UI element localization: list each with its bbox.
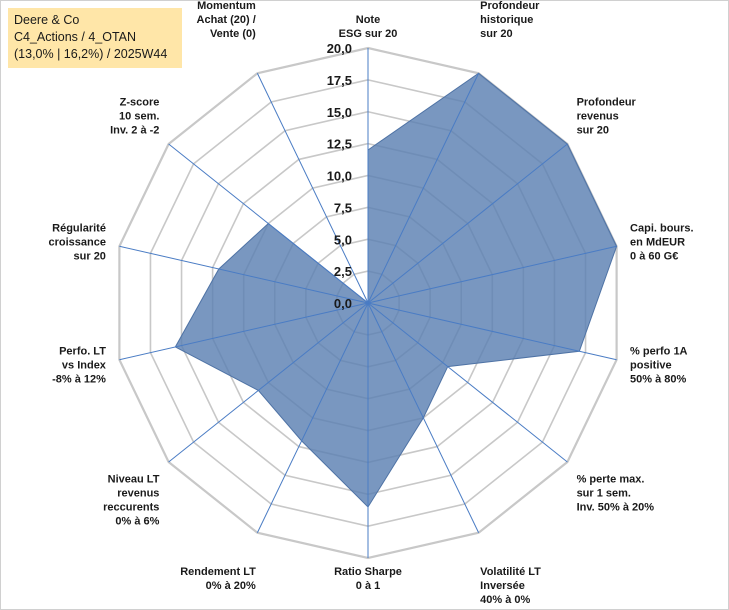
axis-spoke	[256, 302, 369, 533]
axis-label-line: % perte max.	[577, 474, 645, 486]
axis-label-line: revenus	[577, 110, 619, 122]
axis-label-line: Perfo. LT	[59, 346, 106, 358]
axis-label: Volatilité LT Inversée 40% à 0%	[480, 566, 541, 606]
axis-label-line: reccurents	[103, 502, 159, 514]
axis-spoke	[367, 73, 480, 304]
axis-label: Z-score 10 sem. Inv. 2 à -2	[110, 96, 159, 136]
axis-label-line: ESG sur 20	[339, 28, 398, 40]
axis-label-line: Rendement LT	[180, 566, 256, 578]
axis-label: % perte max. sur 1 sem. Inv. 50% à 20%	[577, 474, 655, 514]
data-area	[174, 72, 618, 508]
axis-label: Ratio Sharpe 0 à 1	[334, 566, 402, 592]
axis-label-line: Achat (20) /	[197, 14, 256, 26]
axis-label-line: 0% à 20%	[206, 580, 256, 592]
axis-label-line: 40% à 0%	[480, 594, 530, 606]
axis-label-line: Momentum	[197, 0, 256, 12]
tick-label: 7,5	[334, 200, 352, 215]
axis-label-line: vs Index	[62, 360, 107, 372]
axis-label-line: croissance	[48, 236, 105, 248]
axis-label-line: en MdEUR	[630, 236, 685, 248]
axis-label-line: 0 à 1	[356, 580, 380, 592]
tick-label: 20,0	[327, 41, 352, 56]
axis-label-line: 10 sem.	[119, 110, 159, 122]
axis-label-line: Régularité	[52, 222, 106, 234]
tick-label: 0,0	[334, 296, 352, 311]
axis-label-line: Inv. 50% à 20%	[577, 502, 655, 514]
tick-label: 15,0	[327, 105, 352, 120]
axis-label-line: Profondeur	[577, 96, 637, 108]
axis-label-line: Vente (0)	[210, 28, 256, 40]
axis-label: Niveau LT revenus reccurents 0% à 6%	[103, 474, 160, 528]
axis-label: Profondeur revenus sur 20	[577, 96, 637, 136]
axis-spoke	[367, 302, 617, 361]
axis-label-line: historique	[480, 14, 533, 26]
portfolio-name: C4_Actions / 4_OTAN	[14, 30, 137, 44]
axis-label-line: 0 à 60 G€	[630, 250, 678, 262]
axis-label-line: Capi. bours.	[630, 222, 694, 234]
axis-label: Capi. bours. en MdEUR 0 à 60 G€	[630, 222, 694, 262]
axis-label: Rendement LT 0% à 20%	[180, 566, 256, 592]
tick-label: 12,5	[327, 137, 352, 152]
tick-label: 17,5	[327, 73, 352, 88]
axis-spoke	[367, 302, 568, 463]
axis-label-line: Z-score	[120, 96, 160, 108]
axis-label-line: Volatilité LT	[480, 566, 541, 578]
axis-spoke	[367, 143, 568, 304]
axis-spoke	[119, 245, 369, 304]
axis-label-line: sur 20	[74, 250, 106, 262]
performance-stats: (13,0% | 16,2%) / 2025W44	[14, 47, 168, 61]
axis-label-line: 0% à 6%	[115, 516, 159, 528]
axis-label-line: sur 20	[577, 124, 609, 136]
axis-spoke	[119, 302, 369, 361]
axis-spoke	[367, 302, 480, 533]
axis-label-line: positive	[630, 360, 672, 372]
axis-spoke	[367, 245, 617, 304]
axis-label-line: % perfo 1A	[630, 346, 688, 358]
axis-label: Momentum Achat (20) / Vente (0)	[197, 0, 257, 40]
axis-label-line: Note	[356, 14, 380, 26]
axis-label-line: Profondeur	[480, 0, 540, 12]
axis-label-line: Niveau LT	[108, 474, 160, 486]
axis-label-line: Inversée	[480, 580, 525, 592]
axis-label: Profondeur historique sur 20	[480, 0, 540, 40]
axis-spoke	[168, 143, 369, 304]
axis-label: Note ESG sur 20	[339, 14, 398, 40]
tick-label: 10,0	[327, 169, 352, 184]
axis-label-line: Inv. 2 à -2	[110, 124, 159, 136]
axis-label-line: Ratio Sharpe	[334, 566, 402, 578]
chart-title-box: Deere & Co C4_Actions / 4_OTAN (13,0% | …	[8, 8, 182, 68]
axis-label: % perfo 1A positive 50% à 80%	[630, 346, 688, 386]
company-name: Deere & Co	[14, 13, 80, 27]
axis-label: Perfo. LT vs Index -8% à 12%	[52, 346, 107, 386]
axis-spoke	[168, 302, 369, 463]
tick-label: 2,5	[334, 264, 352, 279]
axis-spoke	[256, 73, 369, 304]
axis-label-line: -8% à 12%	[52, 374, 106, 386]
axis-label-line: sur 20	[480, 28, 512, 40]
axis-label: Régularité croissance sur 20	[48, 222, 105, 262]
axis-label-line: sur 1 sem.	[577, 488, 631, 500]
axis-label-line: 50% à 80%	[630, 374, 686, 386]
axis-label-line: revenus	[117, 488, 159, 500]
tick-label: 5,0	[334, 232, 352, 247]
